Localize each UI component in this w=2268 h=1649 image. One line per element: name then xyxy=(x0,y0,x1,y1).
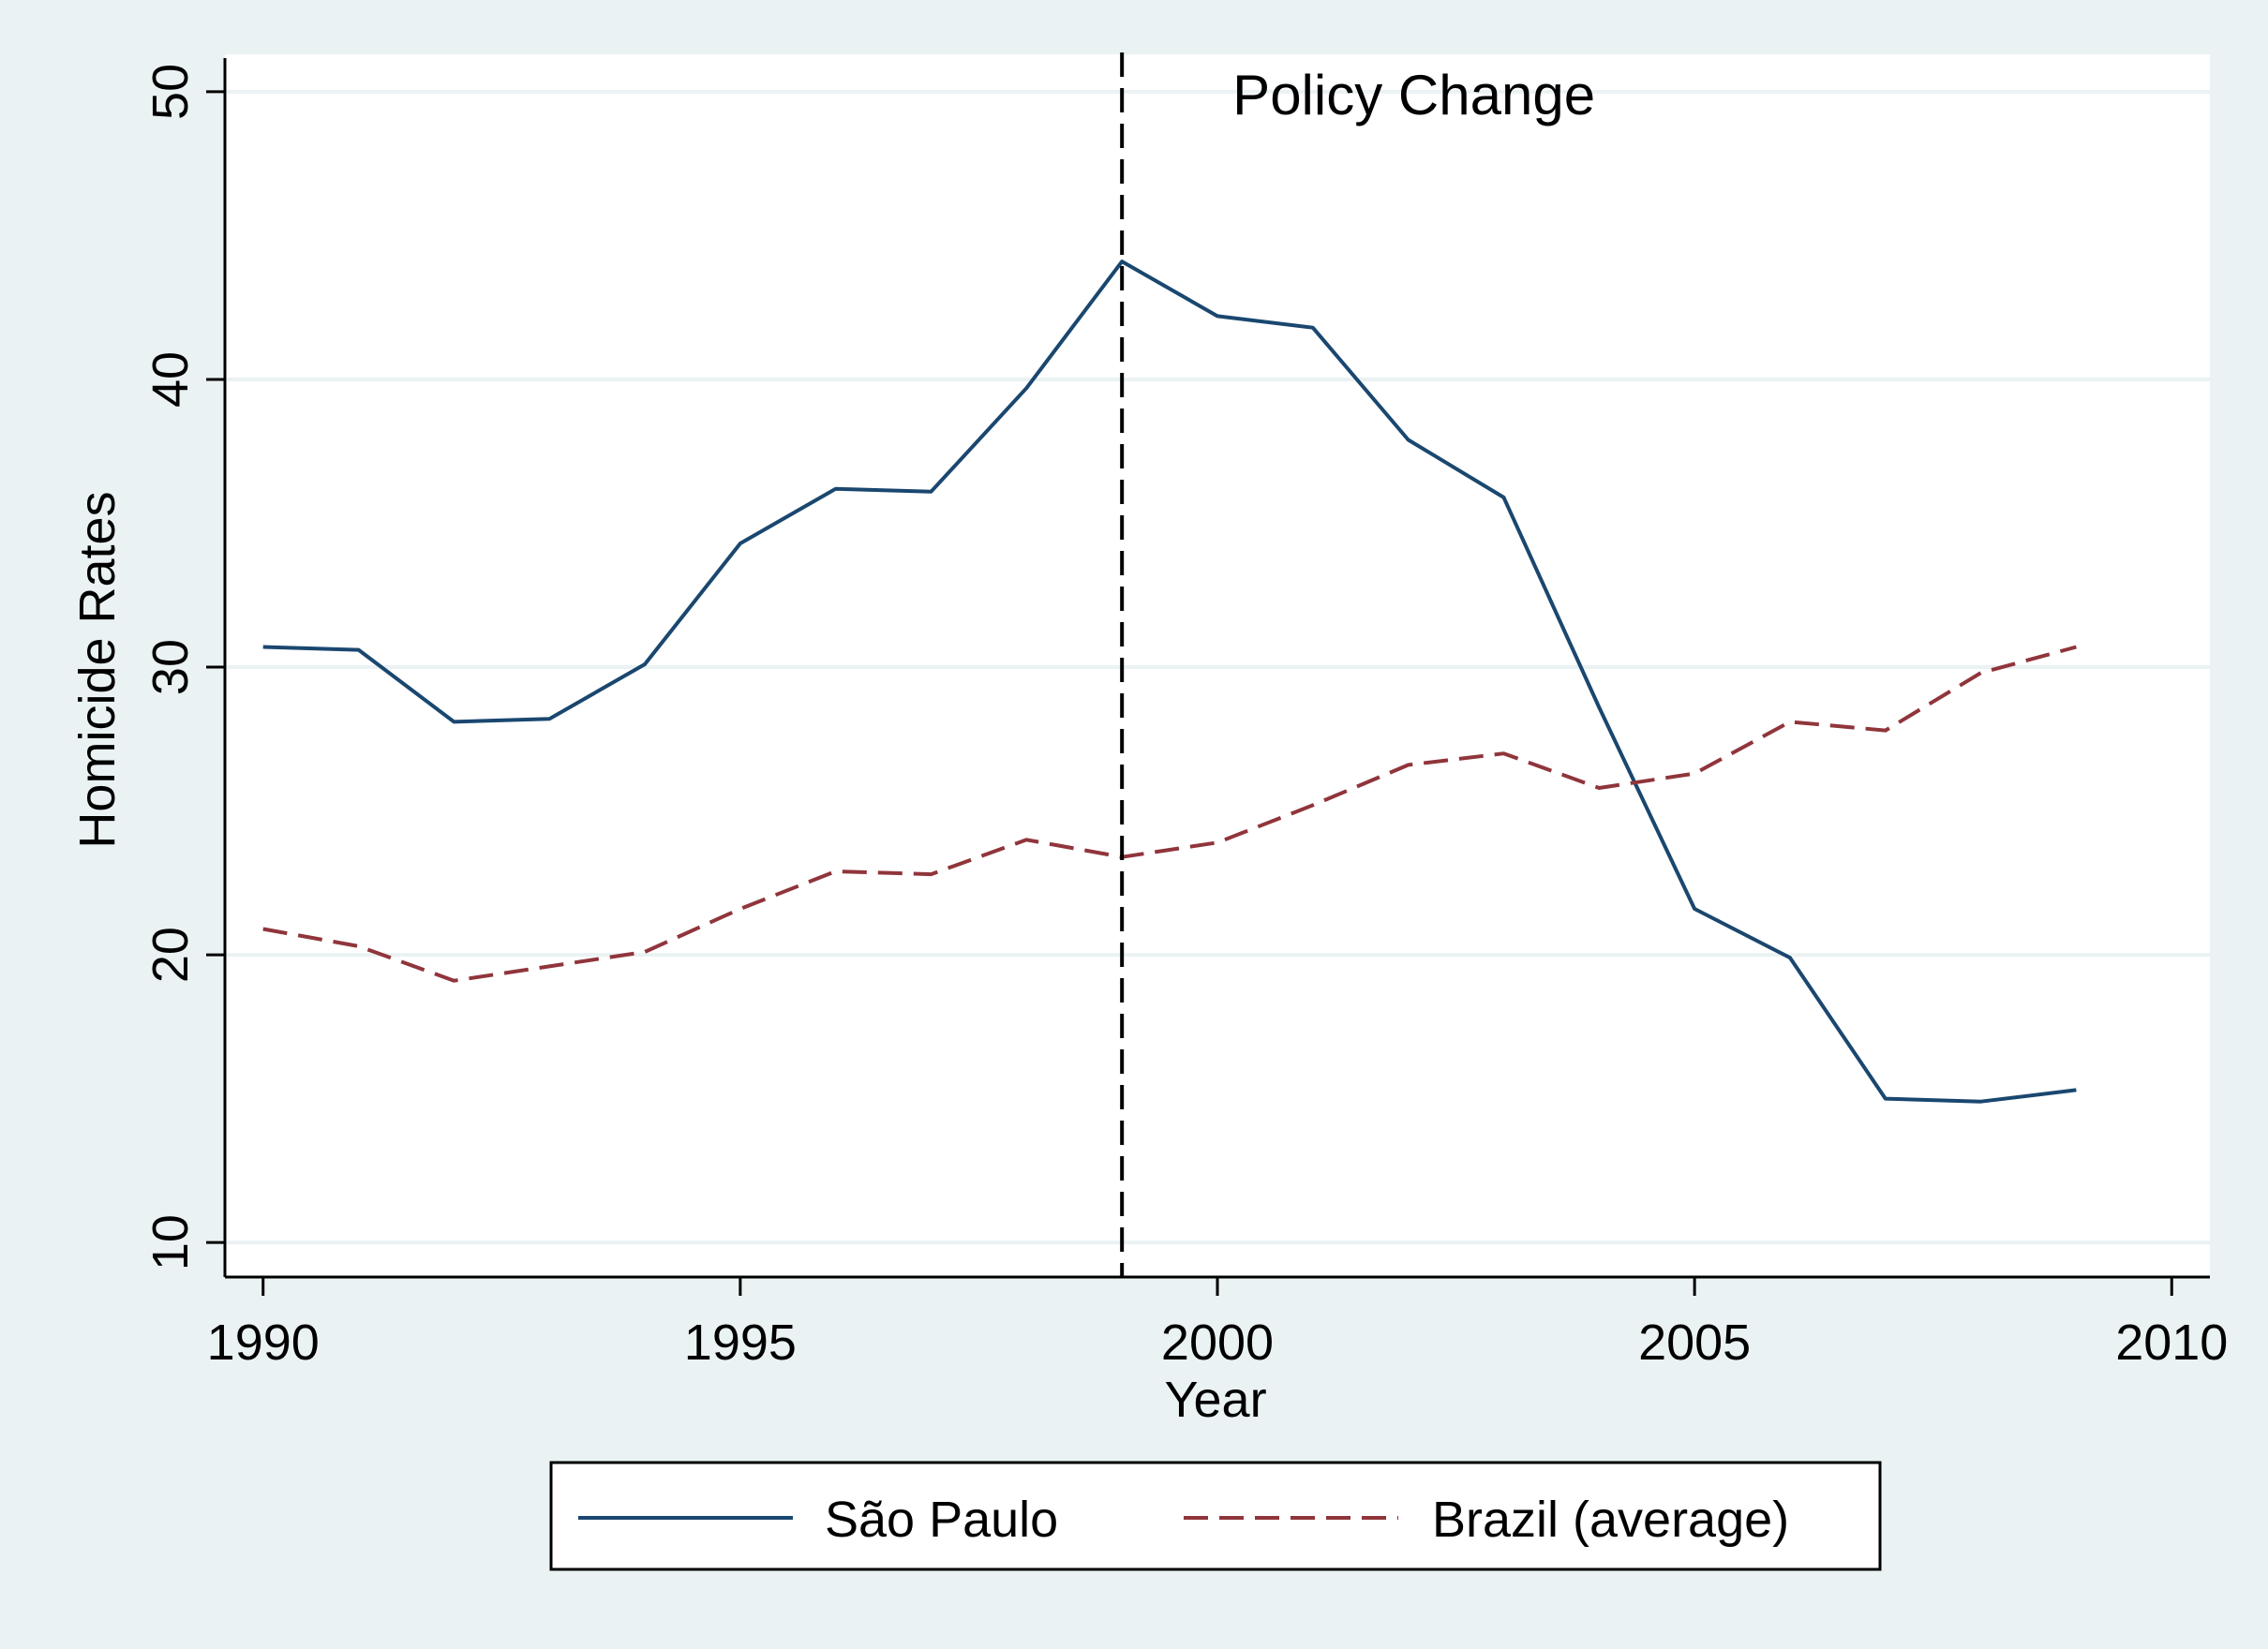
series-0-point-1991 xyxy=(357,648,361,652)
x-tick-label-2000: 2000 xyxy=(1161,1315,1274,1371)
series-0-point-2009 xyxy=(2074,1088,2078,1092)
legend: São Paulo Brazil (average) xyxy=(549,1461,1882,1571)
y-axis-ticks: 10 20 30 40 50 xyxy=(142,64,225,1270)
legend-label-sao-paulo: São Paulo xyxy=(825,1492,1058,1548)
series-layer xyxy=(261,260,2078,1104)
series-0-point-2004 xyxy=(1597,706,1601,709)
series-1-point-2005 xyxy=(1693,772,1696,776)
series-0-point-1995 xyxy=(739,542,742,545)
series-1-point-2007 xyxy=(1884,729,1888,733)
series-1-point-2002 xyxy=(1407,763,1410,766)
x-axis-ticks: 1990 1995 2000 2005 2010 xyxy=(207,1277,2228,1371)
series-1-point-1993 xyxy=(547,964,551,968)
series-0-point-1992 xyxy=(452,720,455,723)
series-1-point-2000 xyxy=(1216,840,1219,844)
x-tick-label-1990: 1990 xyxy=(207,1315,320,1371)
series-0-point-1997 xyxy=(930,490,933,494)
series-1-point-2006 xyxy=(1788,720,1792,723)
series-1-point-1997 xyxy=(930,872,933,876)
y-tick-label-20: 20 xyxy=(142,927,199,983)
series-0-point-2007 xyxy=(1884,1097,1888,1101)
legend-label-brazil-average: Brazil (average) xyxy=(1432,1492,1789,1548)
series-1-point-1998 xyxy=(1024,838,1028,841)
series-1-point-1994 xyxy=(643,950,647,954)
series-1-point-2004 xyxy=(1597,786,1601,790)
series-0-point-2001 xyxy=(1311,326,1315,330)
y-tick-label-10: 10 xyxy=(142,1214,199,1270)
series-0-point-1998 xyxy=(1024,386,1028,390)
series-0-point-2008 xyxy=(1979,1100,1983,1104)
series-0-point-1996 xyxy=(834,487,838,491)
series-0-point-1994 xyxy=(643,662,647,666)
series-0-point-2006 xyxy=(1788,956,1792,959)
series-0-point-2003 xyxy=(1501,496,1505,499)
x-tick-label-2005: 2005 xyxy=(1638,1315,1751,1371)
series-1-point-1992 xyxy=(452,979,455,983)
series-1-point-2009 xyxy=(2074,646,2078,649)
series-line-0 xyxy=(262,260,2077,1104)
gridlines xyxy=(225,89,2210,1245)
y-tick-label-40: 40 xyxy=(142,351,199,408)
series-1-point-1990 xyxy=(261,927,265,930)
series-1-point-2008 xyxy=(1979,671,1983,675)
y-tick-label-30: 30 xyxy=(142,639,199,695)
x-tick-label-1995: 1995 xyxy=(684,1315,797,1371)
series-0-point-1999 xyxy=(1120,260,1124,263)
x-tick-label-2010: 2010 xyxy=(2115,1315,2228,1371)
series-0-point-2000 xyxy=(1216,314,1219,318)
series-1-point-1991 xyxy=(357,944,361,948)
series-line-1 xyxy=(262,645,2077,983)
y-axis-title: Homicide Rates xyxy=(69,491,126,848)
series-0-point-2002 xyxy=(1407,438,1410,441)
series-1-point-1996 xyxy=(834,869,838,873)
y-tick-label-50: 50 xyxy=(142,64,199,120)
series-1-point-1995 xyxy=(739,907,742,911)
series-1-point-2003 xyxy=(1501,751,1505,755)
x-axis-title: Year xyxy=(1164,1372,1266,1428)
policy-change-annotation: Policy Change xyxy=(1232,64,1595,126)
series-0-point-2005 xyxy=(1693,907,1696,911)
series-0-point-1990 xyxy=(261,646,265,649)
series-1-point-2001 xyxy=(1311,803,1315,807)
series-0-point-1993 xyxy=(547,717,551,721)
